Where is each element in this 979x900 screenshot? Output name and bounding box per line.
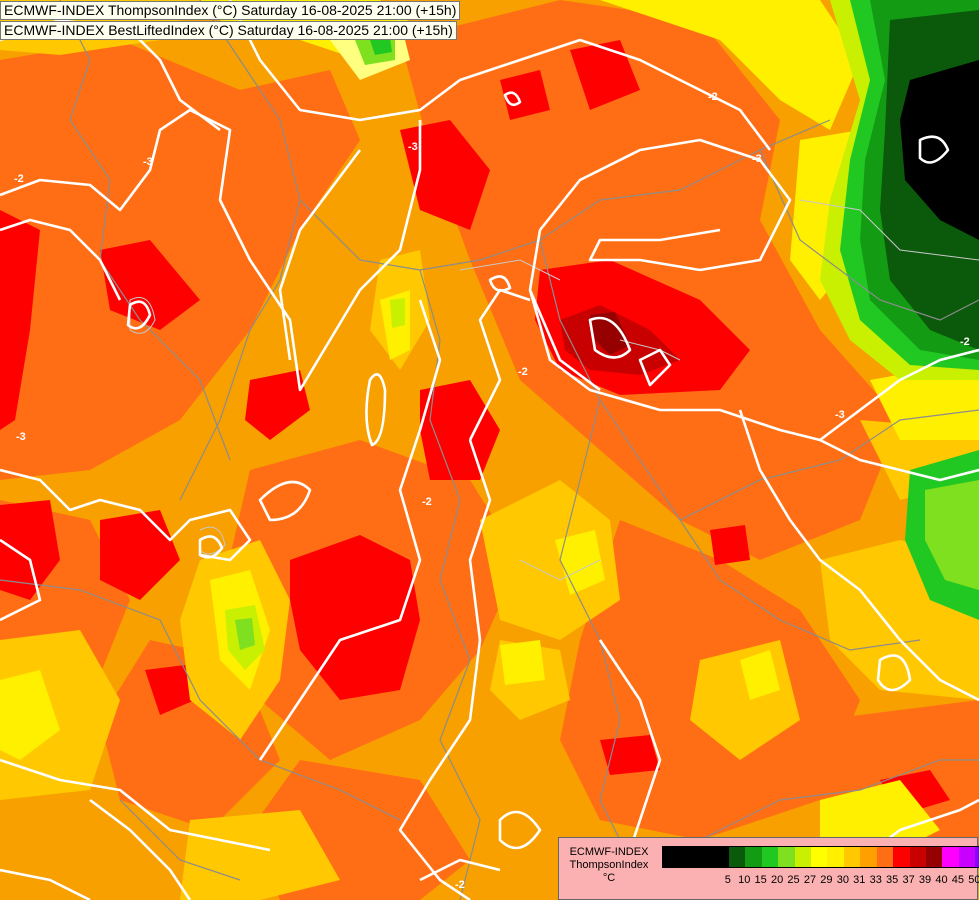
legend-tick: 29 — [820, 874, 833, 886]
legend-swatch — [958, 847, 976, 867]
chart-title-best-lifted-index: ECMWF-INDEX BestLiftedIndex (°C) Saturda… — [0, 21, 457, 40]
contour-label: -3 — [752, 153, 762, 165]
legend-swatch — [663, 847, 680, 867]
legend-swatch — [695, 847, 713, 867]
legend-swatch — [794, 847, 811, 867]
contour-label: -3 — [143, 156, 153, 168]
legend-swatch — [909, 847, 926, 867]
legend-swatch — [761, 847, 779, 867]
legend-parameter: ThompsonIndex — [569, 859, 649, 871]
contour-label: -3 — [16, 431, 26, 443]
secondary-borders — [129, 199, 979, 581]
legend-tick: 45 — [951, 874, 965, 886]
legend-tick: 5 — [724, 874, 731, 886]
legend-swatch — [679, 847, 696, 867]
legend-swatch — [893, 847, 910, 867]
contour-label: -2 — [708, 91, 718, 103]
legend-tick: 35 — [886, 874, 899, 886]
legend-swatch — [926, 847, 943, 867]
legend-swatch — [778, 847, 795, 867]
contour-labels: -3 -3 -2 -2 -2 -3 -3 -2 -3 -2 -2 — [14, 91, 970, 891]
legend-swatch — [745, 847, 762, 867]
legend-tick: 15 — [754, 874, 767, 886]
contour-label: -3 — [835, 409, 845, 421]
legend-tick-labels: 51015202527293031333537394045505560 — [720, 873, 979, 887]
chart-title-thompson-index: ECMWF-INDEX ThompsonIndex (°C) Saturday … — [0, 1, 461, 20]
legend-swatch — [712, 847, 729, 867]
legend-tick: 39 — [918, 874, 932, 886]
legend-tick: 25 — [787, 874, 800, 886]
legend-color-scale — [662, 846, 979, 868]
legend-tick: 10 — [738, 874, 751, 886]
legend-swatch — [827, 847, 844, 867]
legend-swatch — [876, 847, 894, 867]
contour-label: -2 — [422, 496, 432, 508]
field-green-east — [820, 0, 979, 620]
contour-label: -3 — [408, 141, 418, 153]
legend-tick: 31 — [853, 874, 866, 886]
legend-unit: °C — [602, 872, 616, 884]
legend-tick: 33 — [869, 874, 882, 886]
legend-swatch — [728, 847, 746, 867]
contour-label: -2 — [518, 366, 528, 378]
legend-model: ECMWF-INDEX — [569, 846, 649, 858]
contour-label: -2 — [960, 336, 970, 348]
legend-tick: 27 — [803, 874, 817, 886]
contour-label: -2 — [455, 879, 465, 891]
legend-tick: 20 — [770, 874, 784, 886]
legend-swatch — [843, 847, 861, 867]
contour-label: -2 — [14, 173, 24, 185]
legend-swatch — [975, 847, 979, 867]
legend-tick: 30 — [836, 874, 849, 886]
legend-tick: 50 — [968, 874, 979, 886]
legend-swatch — [860, 847, 877, 867]
legend-label: ECMWF-INDEX ThompsonIndex °C — [559, 846, 659, 885]
legend-swatch — [942, 847, 959, 867]
legend-tick: 40 — [935, 874, 948, 886]
legend-swatch — [810, 847, 828, 867]
legend-tick: 37 — [902, 874, 915, 886]
color-legend: ECMWF-INDEX ThompsonIndex °C 5 10 15 20 25 27… — [558, 837, 979, 900]
